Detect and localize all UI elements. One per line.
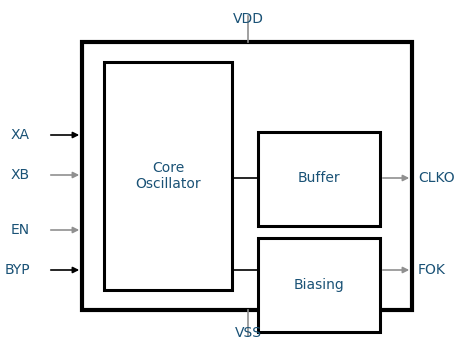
Bar (104, 62, 232, 290)
Text: BYP: BYP (5, 263, 30, 277)
Text: Biasing: Biasing (293, 278, 344, 292)
Text: XA: XA (11, 128, 30, 142)
Bar (258, 132, 379, 226)
Text: Buffer: Buffer (297, 171, 339, 185)
Text: CLKOUT: CLKOUT (417, 171, 455, 185)
Bar (258, 238, 379, 332)
Bar (82, 42, 411, 310)
Text: EN: EN (11, 223, 30, 237)
Text: VDD: VDD (232, 12, 263, 26)
Text: VSS: VSS (234, 326, 261, 340)
Text: FOK: FOK (417, 263, 445, 277)
Text: Core
Oscillator: Core Oscillator (135, 161, 200, 191)
Text: XB: XB (11, 168, 30, 182)
